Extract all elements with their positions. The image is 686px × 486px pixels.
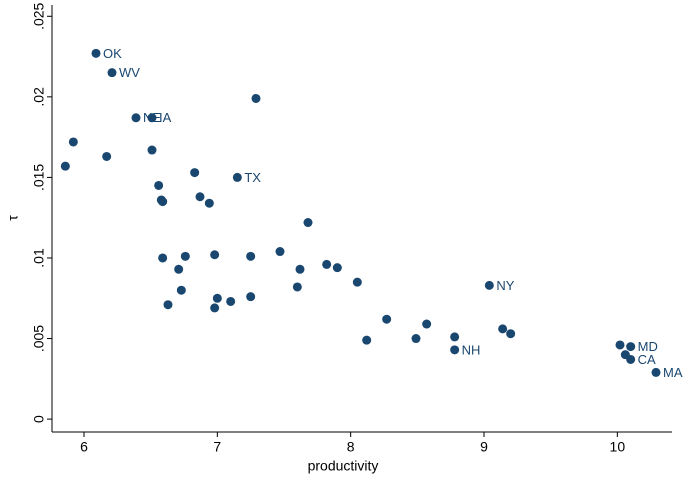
y-tick-label: .02 <box>31 87 47 107</box>
point <box>210 250 220 260</box>
point <box>484 280 494 290</box>
x-tick-label: 6 <box>80 439 88 455</box>
y-tick-label: 0 <box>31 415 47 423</box>
point-label: NH <box>462 342 481 357</box>
point <box>362 335 372 345</box>
point <box>332 263 342 273</box>
point <box>246 251 256 261</box>
point <box>174 264 184 274</box>
y-axis-label: τ <box>5 215 21 221</box>
point <box>232 172 242 182</box>
point-label: OK <box>103 46 122 61</box>
point <box>626 354 636 364</box>
point-label: NY <box>496 278 514 293</box>
point <box>615 340 625 350</box>
point <box>163 300 173 310</box>
point <box>176 285 186 295</box>
point <box>158 253 168 263</box>
y-tick-label: .005 <box>31 325 47 352</box>
point-label: TX <box>244 170 261 185</box>
point <box>154 180 164 190</box>
y-tick-label: .01 <box>31 248 47 268</box>
x-tick-label: 10 <box>610 439 626 455</box>
point <box>190 168 200 178</box>
point-label: WV <box>119 65 140 80</box>
point <box>295 264 305 274</box>
point <box>195 192 205 202</box>
point <box>506 329 516 339</box>
point <box>131 113 141 123</box>
point <box>352 277 362 287</box>
point <box>210 303 220 313</box>
point <box>180 251 190 261</box>
point <box>60 161 70 171</box>
point <box>68 137 78 147</box>
point <box>292 282 302 292</box>
point-label: MA <box>663 365 683 380</box>
point <box>322 259 332 269</box>
point <box>275 247 285 257</box>
point-label: MD <box>638 339 658 354</box>
point <box>246 292 256 302</box>
point <box>626 342 636 352</box>
point <box>303 218 313 228</box>
point <box>204 198 214 208</box>
point <box>147 145 157 155</box>
point <box>382 314 392 324</box>
point <box>226 296 236 306</box>
point <box>450 345 460 355</box>
point <box>91 48 101 58</box>
point <box>450 332 460 342</box>
x-tick-label: 9 <box>480 439 488 455</box>
point <box>102 151 112 161</box>
point-label: CA <box>638 352 656 367</box>
y-tick-label: .015 <box>31 164 47 191</box>
point <box>158 197 168 207</box>
point <box>422 319 432 329</box>
point <box>147 113 157 123</box>
point <box>498 324 508 334</box>
y-tick-label: .025 <box>31 2 47 29</box>
point <box>107 68 117 78</box>
point <box>411 334 421 344</box>
x-axis-label: productivity <box>308 458 379 474</box>
x-tick-label: 8 <box>347 439 355 455</box>
x-tick-label: 7 <box>213 439 221 455</box>
point <box>651 367 661 377</box>
point <box>212 293 222 303</box>
point-label: IA <box>159 110 172 125</box>
point <box>251 93 261 103</box>
